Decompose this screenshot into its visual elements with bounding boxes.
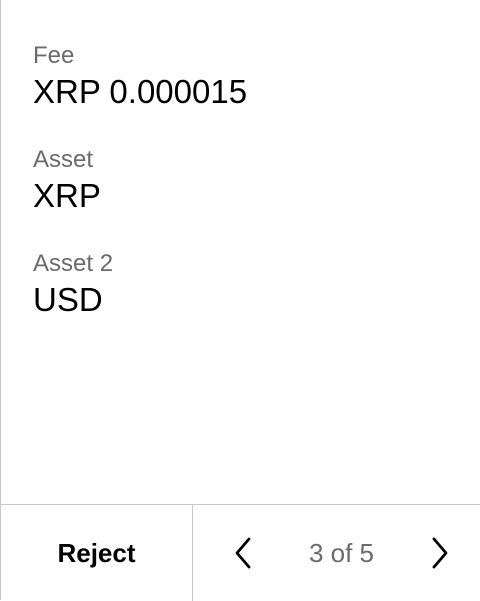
page-indicator: 3 of 5 xyxy=(308,537,375,568)
asset-field: Asset XRP xyxy=(33,144,464,216)
chevron-left-icon xyxy=(235,537,251,569)
transaction-details: Fee XRP 0.000015 Asset XRP Asset 2 USD xyxy=(33,40,464,352)
previous-page-button[interactable] xyxy=(231,533,255,573)
fee-field: Fee XRP 0.000015 xyxy=(33,40,464,112)
action-footer: Reject 3 of 5 xyxy=(1,504,480,601)
asset-value: XRP xyxy=(33,177,101,214)
pagination-controls: 3 of 5 xyxy=(193,505,480,601)
fee-value: XRP 0.000015 xyxy=(33,73,248,110)
chevron-right-icon xyxy=(432,537,448,569)
asset-label: Asset xyxy=(33,146,94,173)
reject-button[interactable]: Reject xyxy=(1,505,193,601)
fee-label: Fee xyxy=(33,42,75,69)
asset-2-field: Asset 2 USD xyxy=(33,248,464,320)
asset-2-value: USD xyxy=(33,281,103,318)
asset-2-label: Asset 2 xyxy=(33,250,114,277)
next-page-button[interactable] xyxy=(428,533,452,573)
